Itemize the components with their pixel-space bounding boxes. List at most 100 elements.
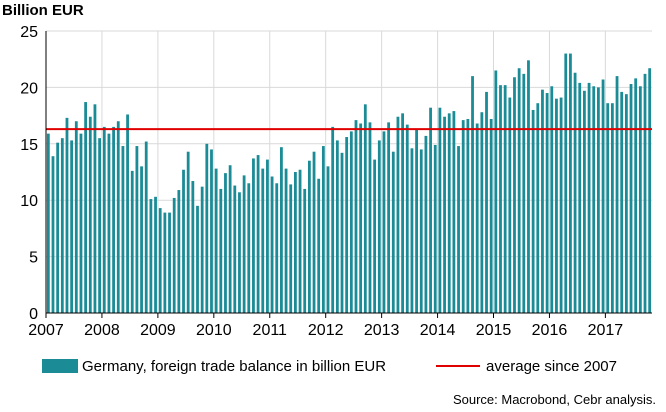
bar (60, 138, 64, 313)
x-tick-label: 2010 (196, 322, 232, 339)
bar (191, 181, 195, 313)
legend-line-swatch (436, 365, 481, 367)
bar (559, 97, 563, 313)
bar (177, 190, 181, 313)
bar (587, 82, 591, 313)
bar (182, 169, 185, 313)
bar (65, 117, 69, 313)
bar (238, 192, 241, 313)
bar (270, 176, 274, 313)
bar (293, 172, 297, 313)
bar (266, 159, 269, 313)
x-tick-label: 2009 (140, 322, 176, 339)
x-tick-label: 2015 (476, 322, 512, 339)
bar (275, 183, 279, 313)
x-tick-labels: 2007 2008 2009 2010 2011 2012 2013 2014 2015 2016… (28, 322, 623, 339)
bar (419, 149, 423, 313)
bar (121, 146, 125, 313)
x-tick-label: 2013 (364, 322, 400, 339)
bar (596, 87, 600, 314)
y-tick-label: 0 (29, 306, 38, 323)
axes (45, 31, 652, 318)
bar (578, 82, 582, 313)
x-tick-label: 2014 (420, 322, 456, 339)
unit-label: Billion EUR (2, 2, 84, 19)
bar (489, 118, 493, 313)
bar (284, 168, 288, 313)
bar (158, 208, 162, 313)
bar (391, 151, 395, 313)
bar (219, 188, 223, 313)
bar (494, 70, 498, 313)
x-tick-label: 2016 (532, 322, 568, 339)
bar (154, 196, 157, 313)
bar (186, 151, 190, 313)
bar (144, 141, 148, 313)
bar (368, 122, 372, 313)
bar (359, 123, 363, 313)
x-tick-label: 2007 (28, 322, 64, 339)
source-note: Source: Macrobond, Cebr analysis. (452, 392, 656, 407)
legend-bar-swatch (42, 359, 78, 373)
bar (172, 197, 176, 313)
bar (205, 143, 209, 313)
bar (522, 73, 526, 313)
bar (415, 129, 418, 313)
bar (610, 103, 614, 313)
legend: Germany, foreign trade balance in billio… (42, 355, 617, 377)
bar (242, 175, 246, 313)
bar (317, 178, 321, 313)
bar (196, 205, 199, 313)
bar (363, 104, 367, 313)
x-tick-label: 2017 (588, 322, 624, 339)
bar (312, 151, 316, 313)
bar (485, 91, 488, 313)
bar (107, 133, 111, 313)
bar (247, 183, 251, 313)
bar (471, 76, 474, 314)
bar (88, 116, 92, 313)
bar (210, 149, 213, 313)
bar (331, 126, 335, 313)
bar (638, 86, 642, 313)
bar (298, 169, 302, 313)
bar (140, 166, 143, 313)
bar (624, 94, 628, 313)
bar (51, 156, 55, 313)
bar (592, 86, 596, 313)
bar (74, 121, 78, 314)
bar (508, 97, 512, 313)
bar (457, 146, 460, 313)
bar (583, 90, 586, 313)
bar (289, 184, 293, 313)
bar (303, 188, 307, 313)
bar (256, 155, 260, 313)
y-tick-label: 15 (20, 137, 38, 154)
bar (98, 138, 102, 313)
y-tick-label: 5 (29, 250, 38, 267)
bar (280, 147, 283, 313)
bar (149, 199, 153, 313)
bar (84, 102, 88, 314)
bar (126, 114, 129, 313)
bar (345, 137, 349, 313)
y-tick-label: 20 (20, 80, 38, 97)
bar (606, 103, 610, 313)
bar (354, 120, 358, 313)
bar (112, 126, 115, 313)
bar (93, 104, 97, 313)
bar (620, 91, 624, 313)
bar (541, 89, 544, 313)
y-tick-label: 10 (20, 193, 38, 210)
bar (382, 131, 386, 313)
x-tick-label: 2011 (253, 322, 288, 339)
bar (326, 166, 330, 313)
bar (643, 73, 647, 313)
bar (443, 116, 446, 313)
bar (163, 212, 167, 313)
bar (387, 122, 391, 313)
bar (573, 72, 577, 314)
bar (629, 84, 633, 314)
bar (321, 146, 325, 313)
bar (233, 185, 237, 313)
